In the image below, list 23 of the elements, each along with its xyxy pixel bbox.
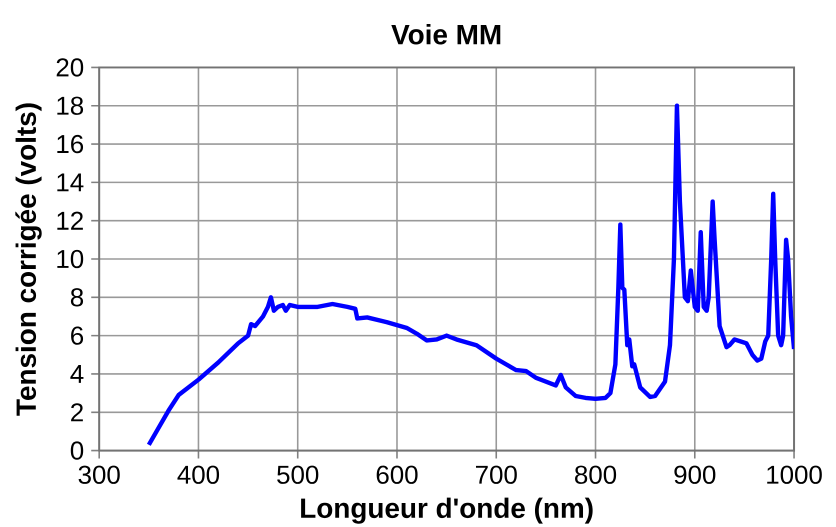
y-tick-label: 0 — [70, 441, 84, 460]
y-tick-label: 20 — [56, 58, 84, 77]
x-tick-label: 1000 — [767, 466, 822, 484]
y-tick-label: 16 — [57, 134, 84, 154]
x-tick-label: 500 — [277, 466, 318, 484]
x-tick-label: 900 — [674, 466, 716, 484]
y-axis-title: Tension corrigée (volts) — [15, 103, 42, 416]
x-tick-label: 300 — [78, 466, 120, 484]
y-tick-label: 12 — [57, 212, 83, 230]
x-tick-label: 400 — [177, 466, 220, 484]
y-tick-label: 18 — [57, 96, 84, 115]
x-tick-label: 700 — [476, 466, 517, 484]
chart-title: Voie MM — [391, 24, 500, 44]
x-tick-label: 800 — [575, 466, 616, 484]
line-series — [146, 104, 794, 447]
y-tick-label: 4 — [70, 365, 84, 383]
y-tick-label: 8 — [70, 288, 84, 306]
y-tick-label: 14 — [57, 173, 84, 192]
x-axis-title: Longueur d'onde (nm) — [301, 498, 593, 524]
x-tick-label: 600 — [376, 466, 418, 484]
y-tick-label: 10 — [57, 250, 84, 268]
y-tick-label: 2 — [71, 403, 83, 422]
y-tick-label: 6 — [71, 326, 84, 345]
